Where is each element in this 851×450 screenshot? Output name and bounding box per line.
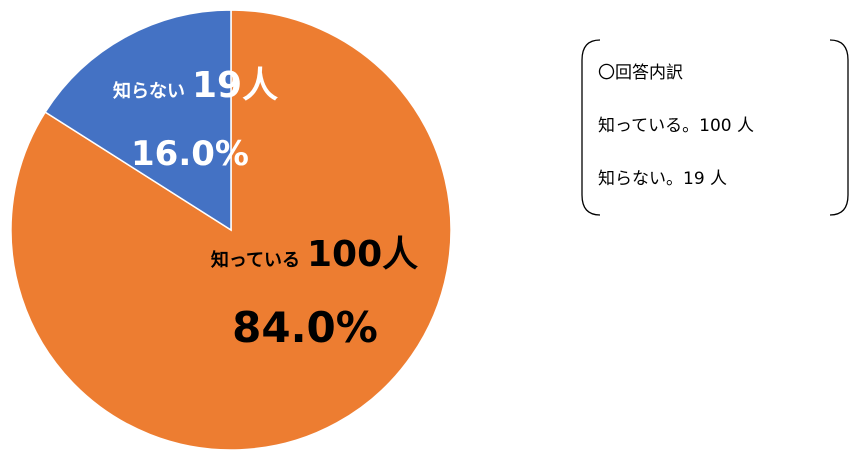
category-label: 知っている [211, 249, 300, 271]
value-label: 84.0% [232, 303, 378, 352]
bracket-right [829, 39, 849, 216]
count-label: 100人 [307, 234, 418, 275]
note-line: 知っている。100 人 [598, 116, 754, 136]
category-label: 知らない [113, 80, 185, 102]
note-line: 知らない。19 人 [598, 169, 727, 189]
count-label: 19人 [192, 65, 278, 106]
value-label: 16.0% [131, 134, 249, 174]
pie-slice [44, 9, 232, 232]
note-title: 〇回答内訳 [598, 63, 683, 83]
bracket-left [581, 39, 601, 216]
